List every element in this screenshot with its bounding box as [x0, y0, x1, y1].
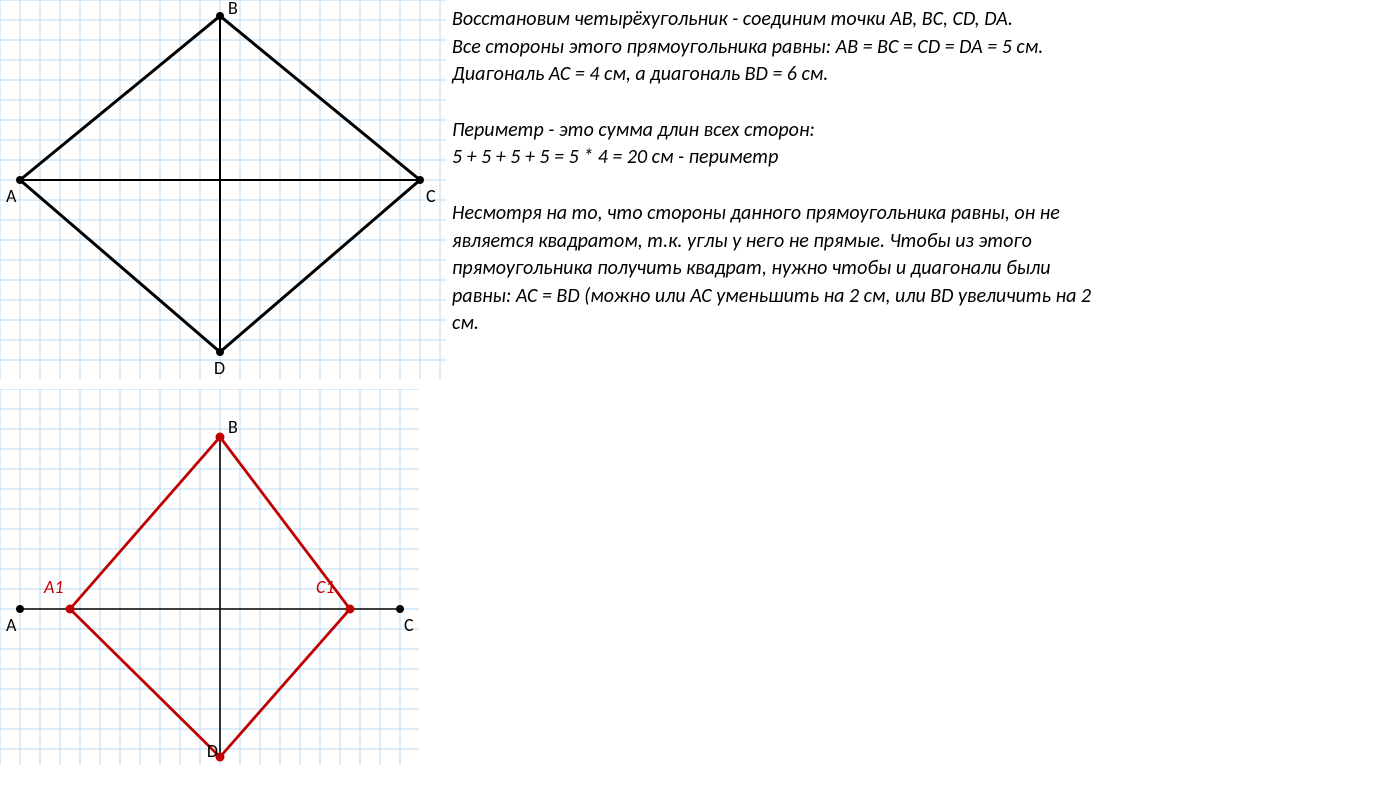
text-line: см.: [452, 310, 1370, 338]
text-line: Восстановим четырёхугольник - соединим т…: [452, 6, 1370, 34]
text-line: равны: AC = BD (можно или AC уменьшить н…: [452, 283, 1370, 311]
figure-2: A B C D A1 C1: [0, 389, 446, 765]
label-c: C: [404, 614, 414, 636]
text-line: является квадратом, т.к. углы у него не …: [452, 228, 1370, 256]
text-line: Диагональ AC = 4 см, а диагональ BD = 6 …: [452, 61, 1370, 89]
text-line: 5 + 5 + 5 + 5 = 5 * 4 = 20 см - периметр: [452, 144, 1370, 172]
label-b: B: [228, 0, 238, 19]
point-b: [216, 12, 224, 20]
text-line: Все стороны этого прямоугольника равны: …: [452, 34, 1370, 62]
text-line: Несмотря на то, что стороны данного прям…: [452, 200, 1370, 228]
label-d: D: [207, 740, 218, 762]
label-a: A: [6, 185, 17, 207]
point-a: [16, 176, 24, 184]
point-c: [416, 176, 424, 184]
point-c: [396, 605, 404, 613]
point-d: [216, 348, 224, 356]
explanation-text: Восстановим четырёхугольник - соединим т…: [446, 0, 1380, 799]
grid: [0, 0, 446, 379]
text-line: прямоугольника получить квадрат, нужно ч…: [452, 255, 1370, 283]
label-b: B: [228, 416, 238, 438]
point-a: [16, 605, 24, 613]
label-d: D: [214, 357, 225, 379]
label-a: A: [6, 614, 17, 636]
label-a1: A1: [43, 576, 64, 598]
point-a1: [66, 605, 75, 614]
label-c1: C1: [316, 576, 335, 598]
point-c1: [346, 605, 355, 614]
text-line: Периметр - это сумма длин всех сторон:: [452, 117, 1370, 145]
figure-1: A B C D: [0, 0, 446, 379]
point-b-red: [216, 433, 225, 442]
label-c: C: [426, 185, 436, 207]
figure-1-svg: A B C D: [0, 0, 446, 379]
figure-2-svg: A B C D A1 C1: [0, 389, 419, 765]
